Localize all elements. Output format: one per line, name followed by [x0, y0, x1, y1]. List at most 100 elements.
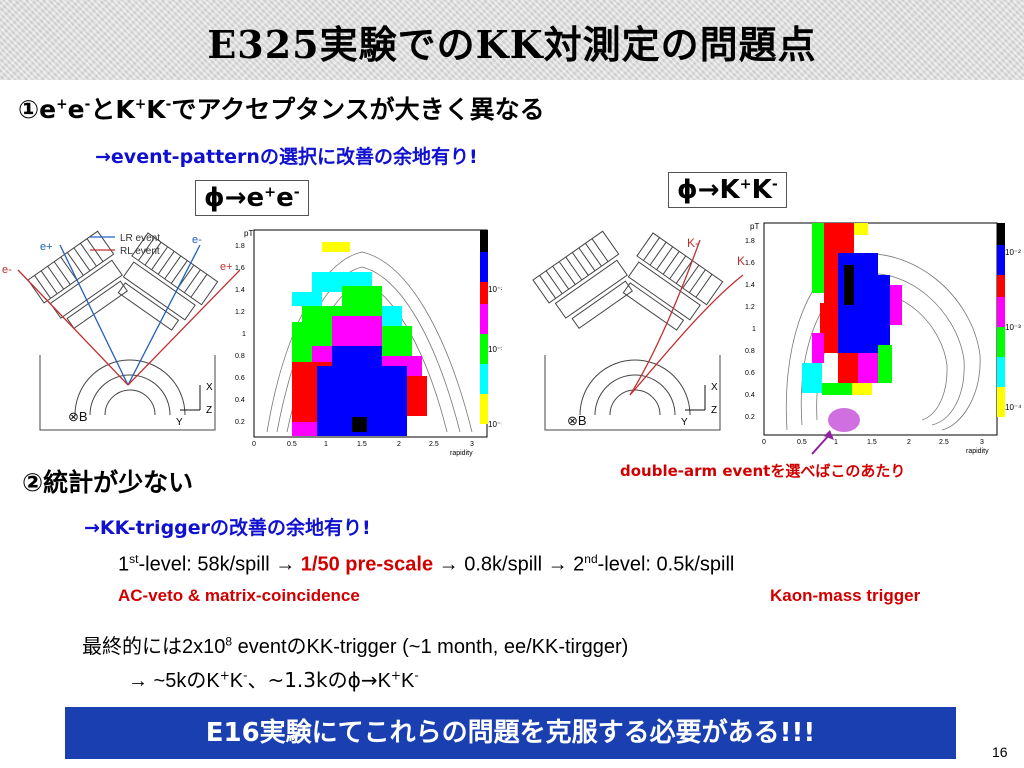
z-tick-2: 10⁻³ [1005, 323, 1021, 332]
x-tick-4: 2 [907, 439, 911, 446]
x-axis-label: rapidity [966, 448, 989, 455]
acceptance-plot-ee: 10⁻² 10⁻³ 10⁻⁴ pT 1.8 1.6 1.4 1.2 1 0.8 … [235, 229, 502, 457]
final-l2-c: K [206, 670, 220, 692]
x-tick-3: 1.5 [357, 441, 367, 448]
y-axis-label: pT [750, 222, 759, 231]
final-l1-c: event [232, 636, 287, 658]
color-scale-cyan [997, 357, 1005, 387]
pointer-arrow [811, 430, 834, 455]
final-l2-j: K [400, 670, 415, 692]
color-scale-green [480, 334, 488, 364]
y-tick-6: 0.6 [745, 370, 755, 377]
b-field-label: ⊗B [68, 409, 88, 424]
final-l2-a: → ~5k [128, 670, 187, 692]
z-tick-2: 10⁻³ [488, 345, 502, 354]
y-axis-label: pT [244, 229, 253, 238]
trigger-flow: 1st-level: 58k/spill → 1/50 pre-scale → … [118, 552, 734, 577]
final-l2-h: → [360, 668, 378, 692]
z-tick-3: 10⁻⁴ [488, 420, 502, 429]
axis-y-label: Y [681, 417, 688, 428]
label-arrow: → [697, 175, 720, 205]
double-arm-region [828, 408, 860, 432]
x-tick-0: 0 [252, 441, 256, 448]
final-l1-d: の [286, 634, 307, 658]
y-tick-5: 0.8 [235, 353, 245, 360]
x-tick-3: 1.5 [867, 439, 877, 446]
x-tick-5: 2.5 [429, 441, 439, 448]
detector-arm-right [622, 232, 724, 331]
lvl2-num: 2 [573, 553, 585, 576]
axis-x-label: X [711, 382, 718, 393]
x-tick-2: 1 [324, 441, 328, 448]
z-tick-3: 10⁻⁴ [1005, 403, 1022, 412]
label-phi-kk: ϕ→K+K- [668, 172, 787, 208]
label-k1: K [719, 175, 740, 205]
conclusion-banner: E16実験にてこれらの問題を克服する必要がある!!! [65, 707, 956, 759]
slide-title: E325実験でのKK対測定の問題点 [207, 22, 817, 67]
after-prescale: 0.8k/spill [464, 553, 543, 576]
point-1: ①e+e-とK+K-でアクセプタンスが大きく異なる [18, 90, 545, 126]
point-1-k1: K [115, 95, 135, 124]
axis-y-label: Y [176, 417, 183, 428]
color-scale-blue [480, 252, 488, 282]
flow-arrow-1: → [275, 553, 296, 576]
final-l2-e: 、~1.3k [247, 668, 328, 692]
y-tick-4: 1 [242, 331, 246, 338]
detector-diagram-ee: LR event RL event e+ e- e- e+ ⊗B X Y Z [2, 230, 240, 431]
label-e1-sup: + [264, 184, 277, 201]
y-tick-0: 1.8 [235, 243, 245, 250]
flow-arrow-2: → [438, 553, 459, 576]
color-scale-magenta [480, 304, 488, 334]
point-1-conj: と [90, 95, 116, 124]
note-event-pattern: →event-patternの選択に改善の余地有り! [95, 146, 478, 168]
legend-lr: LR event [120, 233, 160, 244]
x-tick-6: 3 [470, 441, 474, 448]
track-label-kplus: K+ [737, 254, 745, 268]
final-line-1: 最終的には2x108 eventのKK-trigger (~1 month, e… [82, 630, 628, 659]
y-tick-3: 1.2 [235, 309, 245, 316]
final-l2-g: ϕ [347, 668, 361, 692]
y-tick-7: 0.4 [745, 392, 755, 399]
color-scale-yellow [997, 387, 1005, 417]
final-l2-j-sup: - [414, 668, 419, 683]
axis-z-label: Z [206, 405, 212, 416]
final-l1-b: 2x10 [182, 636, 226, 658]
title-bar [0, 0, 1024, 80]
final-l2-i: K [377, 670, 391, 692]
heatmap-cells [802, 223, 902, 395]
point-1-e2-sup: - [84, 96, 91, 113]
label-e2: e [276, 183, 294, 213]
page-number: 16 [992, 744, 1008, 760]
lvl1-num: 1 [118, 553, 130, 576]
label-e2-sup: - [293, 184, 300, 201]
y-tick-7: 0.4 [235, 397, 245, 404]
final-l2-d-sup: - [243, 668, 248, 683]
point-2: ②統計が少ない [22, 468, 194, 497]
y-tick-2: 1.4 [235, 287, 245, 294]
x-axis-label: rapidity [450, 450, 473, 457]
x-tick-0: 0 [762, 439, 766, 446]
final-l2-c-sup: + [219, 668, 230, 683]
detector-arm-right [117, 232, 219, 331]
color-scale-red [997, 275, 1005, 297]
x-tick-6: 3 [980, 439, 984, 446]
point-1-k2-sup: - [165, 96, 172, 113]
track-label-eminus-right: e- [192, 234, 202, 246]
sub-note-ac-veto: AC-veto & matrix-coincidence [118, 586, 360, 605]
x-tick-1: 0.5 [287, 441, 297, 448]
final-l2-f: の [327, 668, 348, 692]
track-label-eplus-right: e+ [220, 261, 233, 273]
final-l2-b: の [186, 668, 207, 692]
y-tick-8: 0.2 [745, 414, 755, 421]
x-tick-2: 1 [834, 439, 838, 446]
axis-z-label: Z [711, 405, 717, 416]
label-phi: ϕ [677, 175, 698, 205]
label-e1: e [246, 183, 265, 213]
final-l2-i-sup: + [390, 668, 401, 683]
flow-arrow-3: → [547, 553, 568, 576]
color-scale-yellow [480, 394, 488, 424]
lvl2-text: -level: 0.5k/spill [597, 553, 735, 576]
color-scale-cyan [480, 364, 488, 394]
point-1-e1: e [39, 95, 57, 124]
x-tick-1: 0.5 [797, 439, 807, 446]
